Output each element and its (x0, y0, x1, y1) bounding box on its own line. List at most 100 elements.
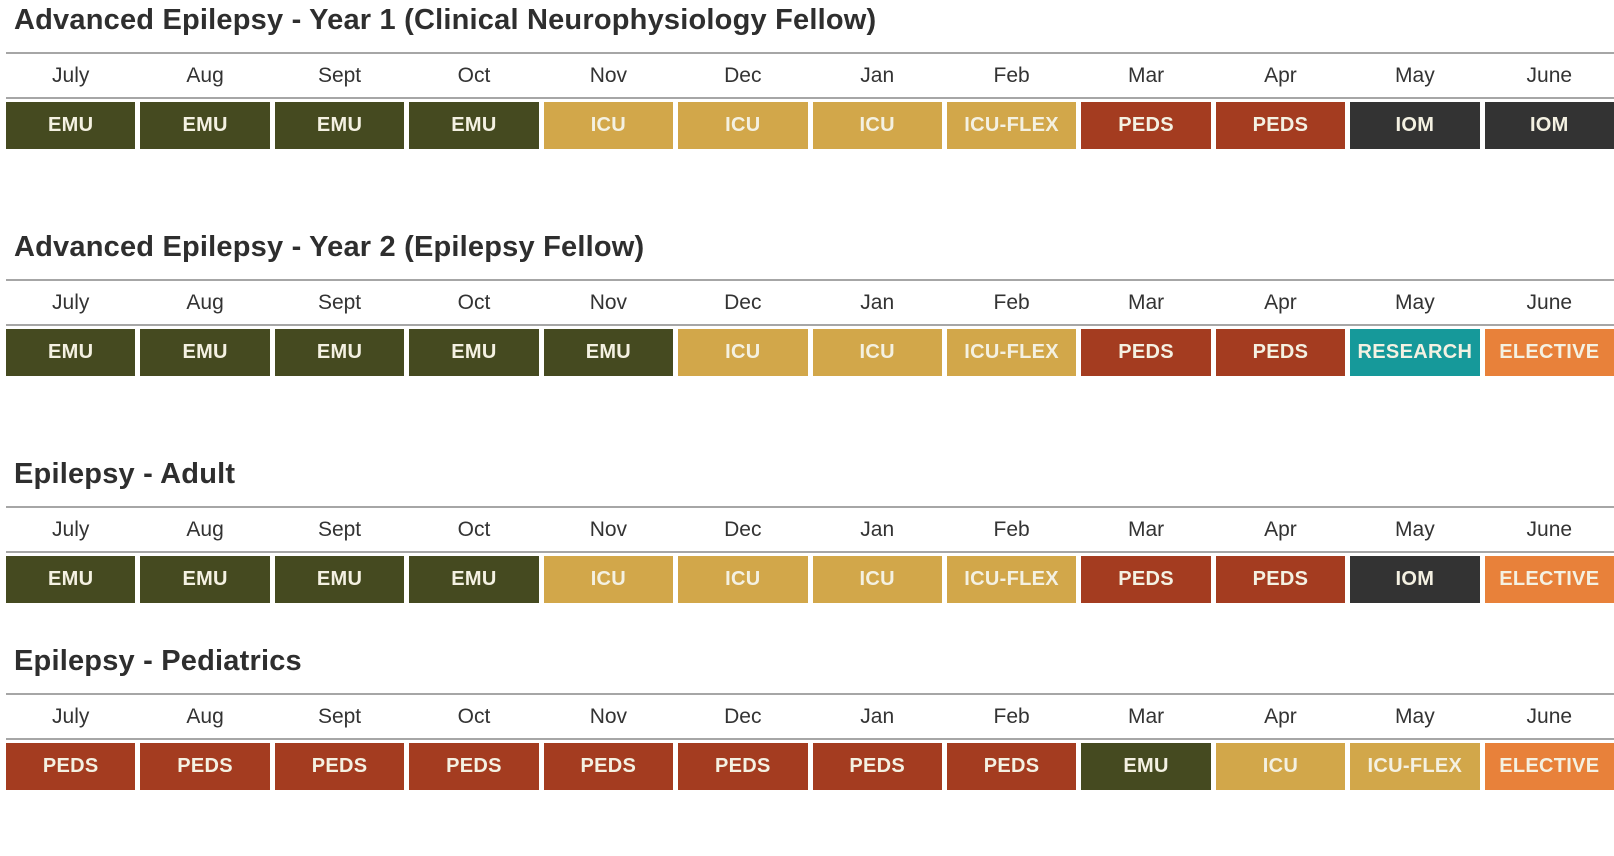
month-cell: Dec (724, 290, 762, 314)
month-cell: Jan (860, 517, 895, 541)
month-cell: Aug (186, 63, 224, 87)
rotation-cell: IOM (1350, 102, 1480, 149)
month-cell: Sept (317, 517, 362, 541)
rotation-cell: EMU (274, 556, 405, 603)
month-cell: Sept (317, 290, 362, 314)
rotation-cell: PEDS (812, 743, 942, 790)
rotation-cell: EMU (140, 329, 270, 376)
rotation-cell: PEDS (678, 743, 808, 790)
month-cell: Feb (993, 290, 1030, 314)
month-cell: Sept (317, 704, 362, 728)
schedule-table: Advanced Epilepsy - Year 2 (Epilepsy Fel… (0, 231, 1614, 376)
month-cell: June (1526, 63, 1573, 87)
rotation-cell: ICU-FLEX (946, 329, 1077, 376)
rotation-cell: RESEARCH (1350, 329, 1480, 376)
rotation-cell: EMU (409, 556, 539, 603)
schedule-table: Advanced Epilepsy - Year 1 (Clinical Neu… (0, 4, 1614, 149)
month-cell: Dec (724, 704, 762, 728)
month-cell: Apr (1264, 704, 1297, 728)
month-cell: May (1395, 290, 1435, 314)
month-cell: Mar (1127, 290, 1165, 314)
month-cell: Jan (860, 704, 895, 728)
rotation-cell: ELECTIVE (1484, 556, 1614, 603)
rotation-cell: ICU (812, 329, 942, 376)
month-cell: Mar (1127, 517, 1165, 541)
rotation-cell: PEDS (1081, 329, 1211, 376)
month-header-row: July Aug Sept Oct Nov Dec Jan Feb Mar Apr May June (6, 506, 1614, 553)
month-header-row: July Aug Sept Oct Nov Dec Jan Feb Mar Apr May June (6, 52, 1614, 99)
month-cell: June (1526, 290, 1573, 314)
rotation-cell: EMU (409, 329, 539, 376)
rotation-cell: EMU (409, 102, 539, 149)
month-cell: May (1395, 704, 1435, 728)
schedule-table: Epilepsy - Adult July Aug Sept Oct Nov Dec Jan… (0, 458, 1614, 603)
month-cell: Apr (1264, 517, 1297, 541)
rotation-cell: ICU (543, 556, 674, 603)
month-cell: Nov (589, 63, 628, 87)
rotation-cell: PEDS (1215, 329, 1346, 376)
rotation-cell: ELECTIVE (1484, 329, 1614, 376)
rotation-cell: PEDS (409, 743, 539, 790)
month-cell: June (1526, 704, 1573, 728)
month-cell: Oct (457, 290, 491, 314)
month-header-row: July Aug Sept Oct Nov Dec Jan Feb Mar Apr May June (6, 279, 1614, 326)
month-cell: June (1526, 517, 1573, 541)
rotation-cell: EMU (6, 102, 136, 149)
schedule-title: Advanced Epilepsy - Year 1 (Clinical Neu… (14, 4, 877, 36)
month-cell: Nov (589, 517, 628, 541)
rotation-cell: EMU (1081, 743, 1211, 790)
month-cell: Jan (860, 63, 895, 87)
rotation-cell: EMU (274, 102, 405, 149)
month-cell: Oct (457, 517, 491, 541)
rotation-cell: ICU-FLEX (1350, 743, 1480, 790)
schedule-table-body: July Aug Sept Oct Nov Dec Jan Feb Mar Apr May June … (6, 506, 1614, 603)
schedule-table: Epilepsy - Pediatrics July Aug Sept Oct Nov D… (0, 645, 1614, 790)
month-header-row: July Aug Sept Oct Nov Dec Jan Feb Mar Apr May June (6, 693, 1614, 740)
rotation-cell: ICU (678, 329, 808, 376)
rotation-cell: PEDS (6, 743, 136, 790)
month-cell: Apr (1264, 290, 1297, 314)
rotation-cell: IOM (1350, 556, 1480, 603)
rotation-cell: ICU (812, 102, 942, 149)
rotation-row: EMU EMU EMU EMU EMU ICU ICU ICU-FLEX PEDS PEDS RES… (6, 329, 1614, 376)
schedule-table-body: July Aug Sept Oct Nov Dec Jan Feb Mar Apr May June … (6, 279, 1614, 376)
rotation-row: EMU EMU EMU EMU ICU ICU ICU ICU-FLEX PEDS PEDS IOM… (6, 556, 1614, 603)
month-cell: Aug (186, 517, 224, 541)
rotation-cell: PEDS (1081, 102, 1211, 149)
fellowship-schedule-page: Advanced Epilepsy - Year 1 (Clinical Neu… (0, 4, 1614, 790)
rotation-cell: PEDS (1215, 102, 1346, 149)
rotation-cell: EMU (6, 329, 136, 376)
rotation-row: EMU EMU EMU EMU ICU ICU ICU ICU-FLEX PEDS PEDS IOM… (6, 102, 1614, 149)
month-cell: Mar (1127, 63, 1165, 87)
month-cell: Feb (993, 704, 1030, 728)
rotation-row: PEDS PEDS PEDS PEDS PEDS PEDS PEDS PEDS EMU ICU IC… (6, 743, 1614, 790)
rotation-cell: PEDS (140, 743, 270, 790)
rotation-cell: ICU (1215, 743, 1346, 790)
month-cell: July (52, 517, 90, 541)
schedule-title: Advanced Epilepsy - Year 2 (Epilepsy Fel… (14, 231, 645, 263)
month-cell: Jan (860, 290, 895, 314)
rotation-cell: ICU (678, 556, 808, 603)
rotation-cell: EMU (274, 329, 405, 376)
rotation-cell: PEDS (1215, 556, 1346, 603)
rotation-cell: ELECTIVE (1484, 743, 1614, 790)
schedule-table-body: July Aug Sept Oct Nov Dec Jan Feb Mar Apr May June … (6, 52, 1614, 149)
month-cell: Oct (457, 63, 491, 87)
rotation-cell: EMU (543, 329, 674, 376)
rotation-cell: EMU (140, 102, 270, 149)
month-cell: July (52, 63, 90, 87)
month-cell: Aug (186, 290, 224, 314)
month-cell: Dec (724, 63, 762, 87)
month-cell: Oct (457, 704, 491, 728)
month-cell: Aug (186, 704, 224, 728)
rotation-cell: ICU-FLEX (946, 102, 1077, 149)
rotation-cell: ICU-FLEX (946, 556, 1077, 603)
schedule-title: Epilepsy - Pediatrics (14, 645, 302, 677)
month-cell: May (1395, 517, 1435, 541)
schedule-title: Epilepsy - Adult (14, 458, 236, 490)
rotation-cell: EMU (6, 556, 136, 603)
month-cell: Feb (993, 63, 1030, 87)
month-cell: Nov (589, 290, 628, 314)
month-cell: Dec (724, 517, 762, 541)
rotation-cell: ICU (543, 102, 674, 149)
